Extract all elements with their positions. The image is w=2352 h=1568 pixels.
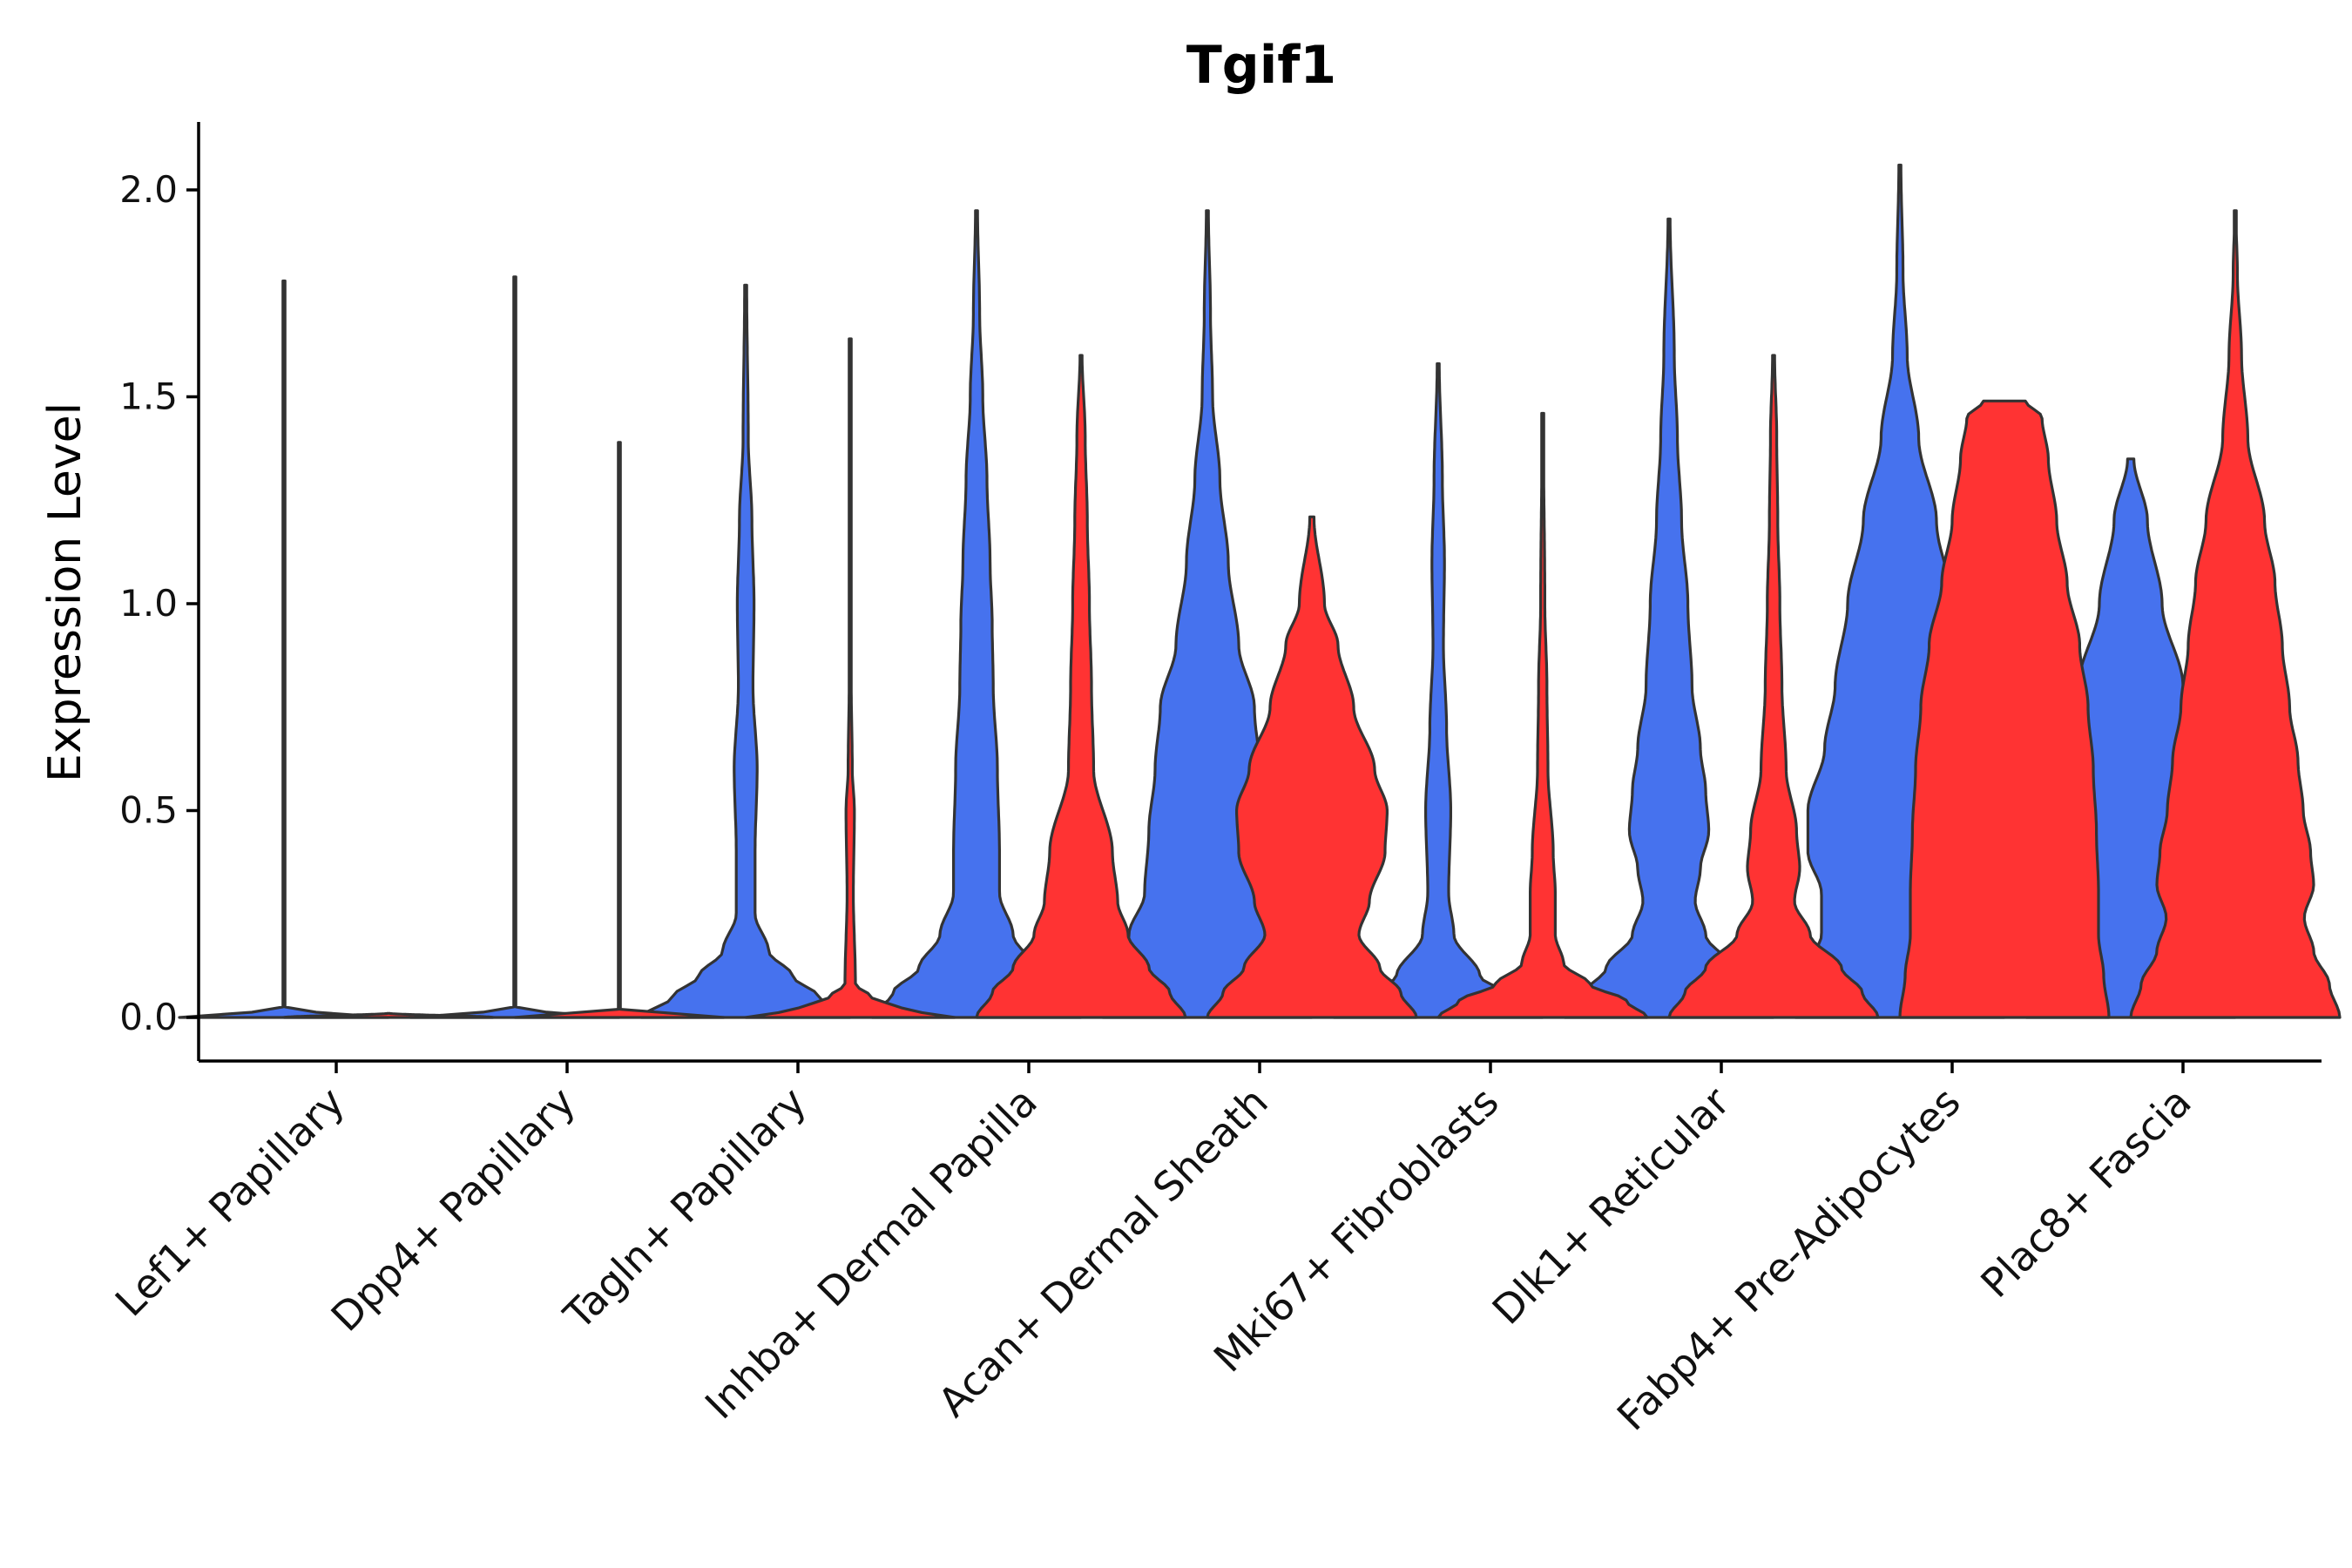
violin-group2 <box>1667 354 1880 1019</box>
x-tick-label: Plac8+ Fascia <box>1971 1078 2200 1307</box>
x-tick-label: Lef1+ Papillary <box>106 1078 354 1326</box>
violin-group1 <box>870 209 1083 1019</box>
violin-group2 <box>282 1011 495 1019</box>
y-axis-label: Expression Level <box>39 402 91 782</box>
violin-group2 <box>513 441 726 1019</box>
violin-group1 <box>1563 217 1775 1019</box>
y-tick-label: 1.0 <box>119 582 178 625</box>
violin-group2 <box>975 354 1187 1019</box>
violins-group <box>178 163 2342 1019</box>
y-tick-label: 1.5 <box>119 375 178 418</box>
y-tick-label: 0.0 <box>119 996 178 1038</box>
violin-group2 <box>1898 399 2111 1019</box>
x-tick-label: Dlk1+ Reticular <box>1484 1078 1739 1334</box>
y-tick-label: 2.0 <box>119 168 178 211</box>
x-tick-label: Tagln+ Papillary <box>554 1078 815 1340</box>
chart-title: Tgif1 <box>1186 35 1336 96</box>
violin-group1 <box>639 283 852 1019</box>
violin-group2 <box>2129 209 2342 1019</box>
violin-group1 <box>409 275 621 1019</box>
violin-group1 <box>1332 362 1544 1019</box>
violin-group1 <box>178 279 390 1019</box>
violin-group2 <box>1206 515 1418 1019</box>
violin-group2 <box>744 337 956 1019</box>
x-tick-label: Dpp4+ Papillary <box>322 1078 585 1341</box>
y-tick-label: 0.5 <box>119 789 178 832</box>
violin-group2 <box>1436 411 1649 1019</box>
y-ticks-group: 0.0 0.5 1.0 1.5 2.0 <box>119 168 199 1038</box>
